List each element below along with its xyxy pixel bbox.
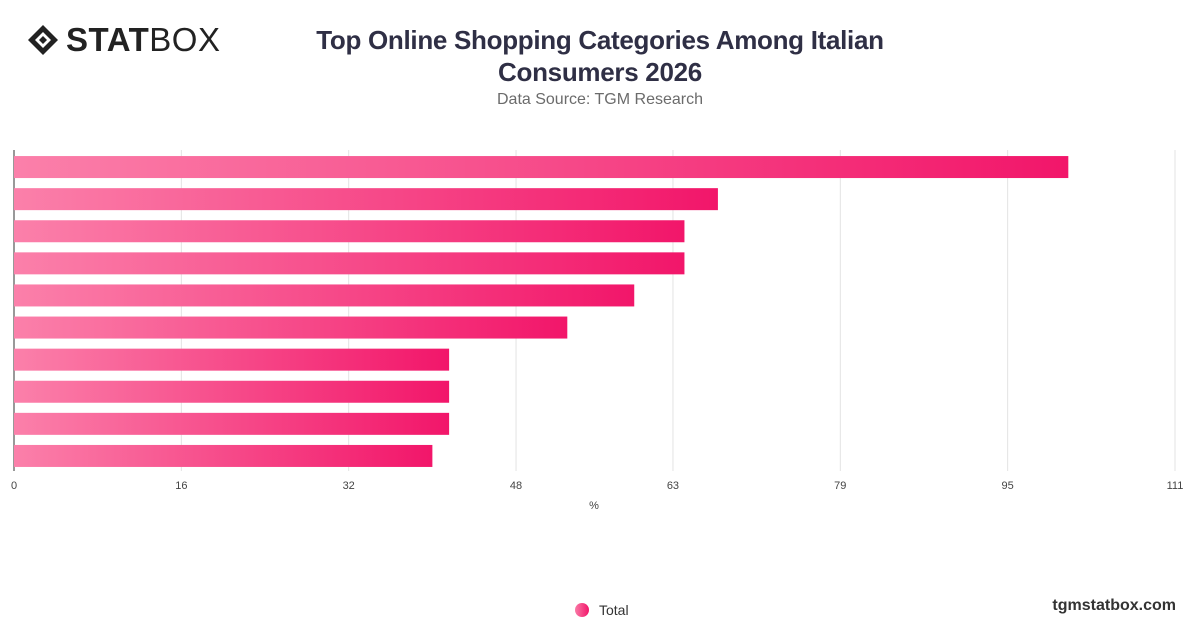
bar[interactable] — [14, 220, 685, 243]
bar[interactable] — [14, 284, 635, 307]
x-tick-label: 16 — [175, 480, 187, 492]
x-axis-ticks: 0 16 32 48 63 79 95 111 — [11, 480, 1183, 492]
chart-title: Top Online Shopping Categories Among Ita… — [316, 25, 884, 87]
legend-marker-icon — [575, 603, 589, 617]
diamond-logo-icon — [28, 25, 58, 55]
logo-text: STATBOX — [66, 22, 220, 58]
bar[interactable] — [14, 380, 450, 403]
footer-site: tgmstatbox.com — [1052, 597, 1176, 614]
x-tick-label: 0 — [11, 480, 17, 492]
bars — [14, 156, 1069, 467]
bar[interactable] — [14, 444, 433, 467]
legend-label: Total — [599, 602, 629, 618]
x-tick-label: 32 — [343, 480, 355, 492]
bar[interactable] — [14, 252, 685, 275]
logo-light-text: BOX — [149, 21, 221, 58]
bar[interactable] — [14, 316, 568, 339]
x-tick-label: 79 — [834, 480, 846, 492]
logo-bold-text: STAT — [66, 21, 150, 58]
x-axis-label: % — [589, 500, 599, 512]
bar[interactable] — [14, 348, 450, 371]
x-tick-label: 48 — [510, 480, 522, 492]
statbox-logo: STATBOX — [26, 22, 220, 58]
x-tick-label: 111 — [1167, 480, 1184, 492]
bar[interactable] — [14, 188, 718, 211]
x-tick-label: 95 — [1002, 480, 1014, 492]
legend[interactable]: Total — [575, 602, 629, 618]
chart-subtitle: Data Source: TGM Research — [496, 91, 703, 108]
bar[interactable] — [14, 412, 450, 435]
bar[interactable] — [14, 156, 1069, 179]
x-tick-label: 63 — [667, 480, 679, 492]
